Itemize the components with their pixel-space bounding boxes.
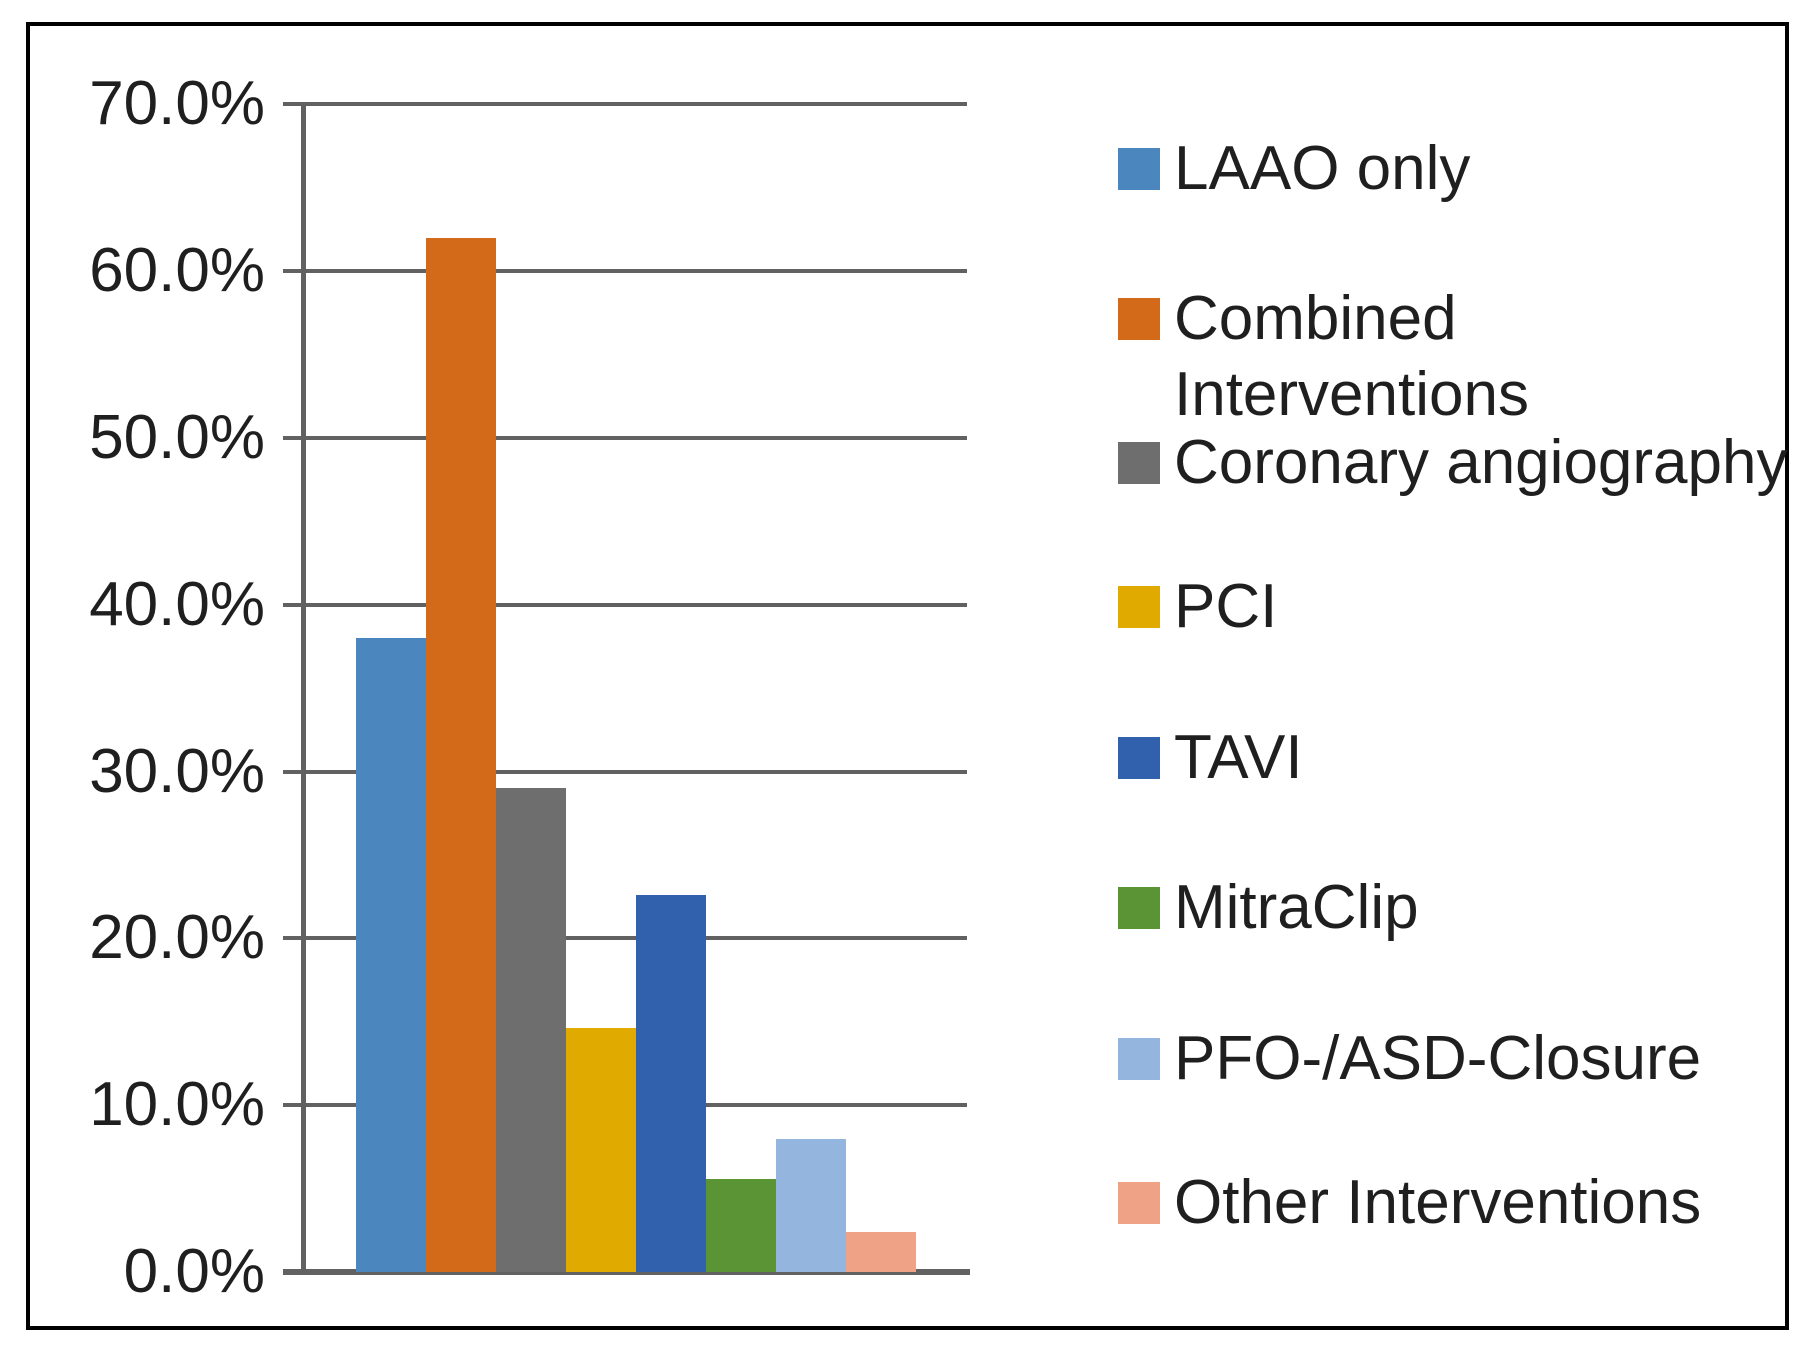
legend-swatch-pci — [1118, 586, 1160, 628]
legend-swatch-tavi — [1118, 737, 1160, 779]
legend-swatch-coronary-angiography — [1118, 442, 1160, 484]
y-axis-line — [301, 102, 306, 1275]
bar-tavi — [636, 895, 706, 1272]
gridline-70 — [283, 102, 967, 107]
legend-item-pci: PCI — [1118, 569, 1277, 645]
y-axis-label-70: 70.0% — [89, 69, 265, 139]
legend-item-laao-only: LAAO only — [1118, 131, 1470, 207]
legend-swatch-laao-only — [1118, 148, 1160, 190]
legend-label-mitraclip: MitraClip — [1174, 873, 1419, 942]
legend-item-other-interventions: Other Interventions — [1118, 1165, 1701, 1241]
legend-item-pfo-asd-closure: PFO-/ASD-Closure — [1118, 1021, 1701, 1097]
y-axis-label-0: 0.0% — [123, 1237, 265, 1306]
legend-swatch-combined-interventions — [1118, 298, 1160, 340]
bar-coronary-angiography — [496, 788, 566, 1272]
legend-label-other-interventions: Other Interventions — [1174, 1168, 1702, 1237]
legend-item-mitraclip: MitraClip — [1118, 870, 1419, 946]
bar-combined-interventions — [426, 238, 496, 1272]
bar-mitraclip — [706, 1179, 776, 1272]
y-axis-label-20: 20.0% — [89, 903, 265, 973]
bar-laao-only — [356, 638, 426, 1272]
bar-other-interventions — [846, 1232, 916, 1272]
legend-swatch-other-interventions — [1118, 1182, 1160, 1224]
x-axis-line — [283, 1269, 970, 1275]
y-axis-label-10: 10.0% — [89, 1070, 265, 1140]
gridline-20 — [283, 936, 967, 941]
y-axis-label-60: 60.0% — [89, 236, 265, 306]
gridline-60 — [283, 269, 967, 274]
legend-item-combined-interventions: Combined Interventions — [1118, 281, 1529, 433]
legend-swatch-pfo-asd-closure — [1118, 1038, 1160, 1080]
figure-border — [26, 22, 1789, 1330]
gridline-50 — [283, 436, 967, 440]
legend-label-pci: PCI — [1174, 572, 1278, 641]
legend-label-tavi: TAVI — [1174, 723, 1303, 792]
legend-label-coronary-angiography: Coronary angiography — [1174, 428, 1788, 497]
legend-label-pfo-asd-closure: PFO-/ASD-Closure — [1174, 1024, 1702, 1093]
bar-pci — [566, 1028, 636, 1272]
legend-label-combined-interventions: Combined Interventions — [1174, 284, 1529, 429]
legend-item-tavi: TAVI — [1118, 720, 1303, 796]
legend-swatch-mitraclip — [1118, 887, 1160, 929]
legend-item-coronary-angiography: Coronary angiography — [1118, 425, 1788, 501]
y-axis-label-30: 30.0% — [89, 736, 265, 806]
legend-label-laao-only: LAAO only — [1174, 134, 1471, 203]
gridline-40 — [283, 602, 967, 607]
y-axis-label-40: 40.0% — [89, 569, 265, 639]
gridline-30 — [283, 769, 967, 774]
y-axis-label-50: 50.0% — [89, 403, 265, 472]
bar-pfo-asd-closure — [776, 1139, 846, 1272]
